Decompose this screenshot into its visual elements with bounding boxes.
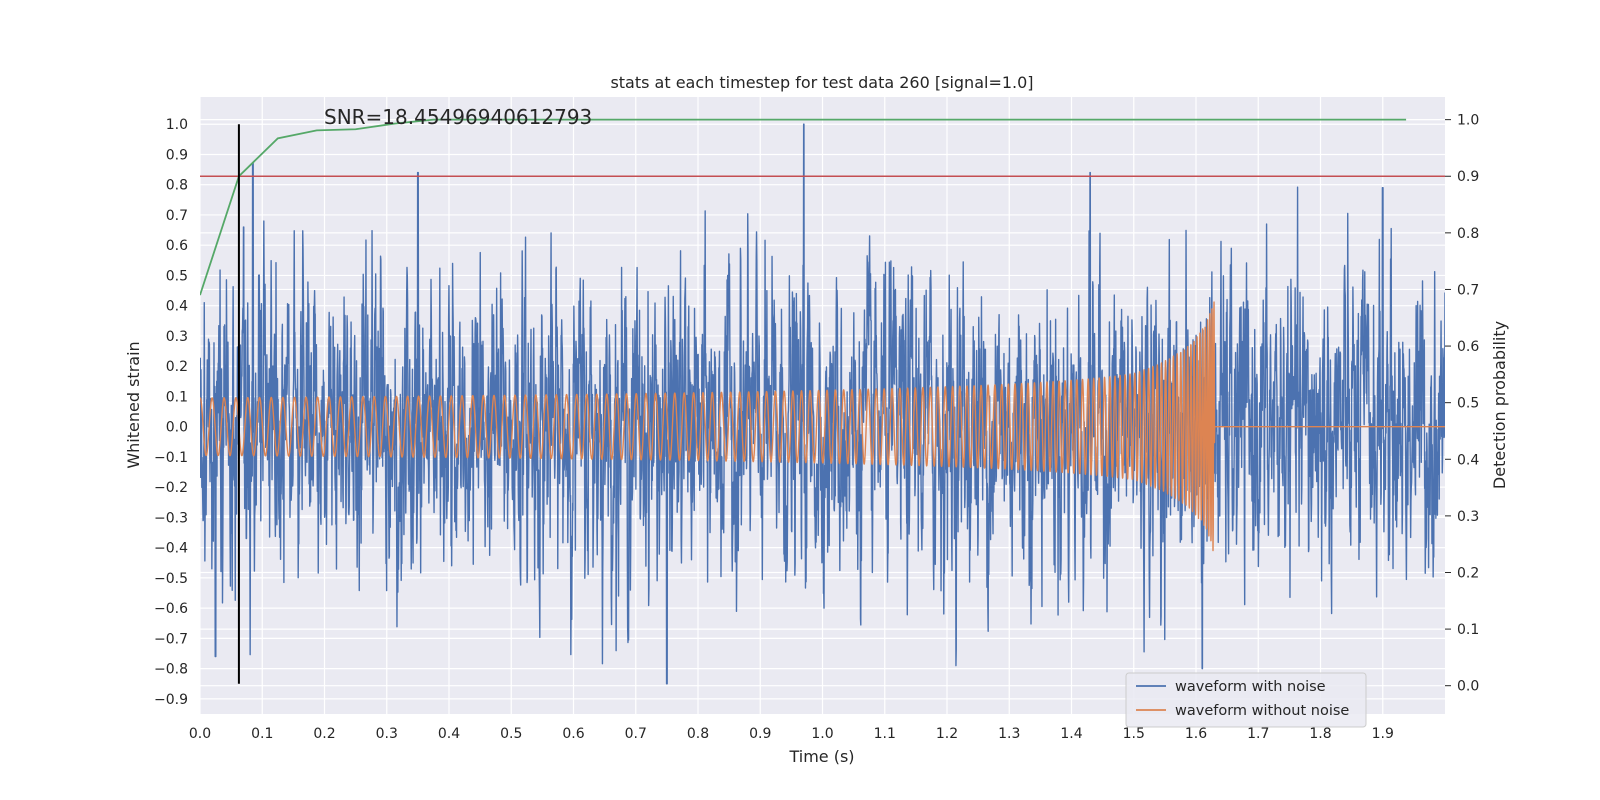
y-tick-label: 0.9 [166,147,188,163]
x-tick-label: 1.5 [1123,726,1145,742]
y-tick-label: −0.3 [154,510,188,526]
legend: waveform with noise waveform without noi… [1125,672,1367,728]
y2-tick-label: 0.8 [1457,226,1479,242]
snr-annotation: SNR=18.45496940612793 [324,105,592,129]
y-tick-label: 0.6 [166,238,188,254]
y-tick-label: −0.8 [154,662,188,678]
y-tick-label: 0.3 [166,329,188,345]
x-tick-label: 1.6 [1185,726,1207,742]
x-tick-label: 0.0 [189,726,211,742]
x-tick-label: 1.8 [1309,726,1331,742]
x-tick-label: 1.4 [1060,726,1082,742]
y-axis-ticks: 1.0 0.9 0.8 0.7 0.6 0.5 0.4 0.3 0.2 0.1 0.0 −0.1 −0.… [154,117,188,708]
x-tick-label: 1.9 [1372,726,1394,742]
y-tick-label: 0.2 [166,359,188,375]
y-tick-label: −0.1 [154,450,188,466]
y-tick-label: −0.6 [154,601,188,617]
y2-tick-label: 0.6 [1457,339,1479,355]
y-tick-label: 0.5 [166,268,188,284]
y2-tick-label: 0.9 [1457,169,1479,185]
x-tick-label: 0.8 [687,726,709,742]
y2-tick-label: 1.0 [1457,113,1479,129]
y-tick-label: 0.0 [166,420,188,436]
x-tick-label: 0.3 [376,726,398,742]
y-tick-label: 0.8 [166,178,188,194]
legend-label-waveform-with-noise: waveform with noise [1175,679,1326,695]
y-tick-label: −0.2 [154,480,188,496]
y-tick-label: 1.0 [166,117,188,133]
x-tick-label: 0.4 [438,726,460,742]
y2-tick-label: 0.4 [1457,452,1479,468]
y2-tick-label: 0.5 [1457,396,1479,412]
y2-tick-label: 0.7 [1457,282,1479,298]
x-tick-label: 0.1 [251,726,273,742]
y-tick-label: −0.5 [154,571,188,587]
series-line-detection-probability [200,118,1407,296]
y2-axis-ticks: 1.0 0.9 0.8 0.7 0.6 0.5 0.4 0.3 0.2 0.1 0.0 [1445,113,1479,695]
y-tick-label: −0.4 [154,541,188,557]
x-tick-label: 1.1 [874,726,896,742]
x-tick-label: 1.3 [998,726,1020,742]
x-axis-ticks: 0.0 0.1 0.2 0.3 0.4 0.5 0.6 0.7 0.8 0.9 1.0 1.1 1.2 1… [189,726,1394,742]
y-tick-label: −0.9 [154,692,188,708]
x-tick-label: 1.0 [811,726,833,742]
x-tick-label: 0.6 [562,726,584,742]
plot-series-group [200,118,1445,685]
chart-title: stats at each timestep for test data 260… [610,73,1033,92]
series-line-waveform-with-noise [200,123,1445,685]
y2-tick-label: 0.2 [1457,565,1479,581]
series-line-waveform-without-noise [200,301,1445,552]
y2-axis-label: Detection probability [1490,321,1509,489]
y-tick-label: −0.7 [154,631,188,647]
x-axis-label: Time (s) [788,747,854,766]
y-tick-label: 0.4 [166,299,188,315]
y-tick-label: 0.1 [166,389,188,405]
x-tick-label: 0.5 [500,726,522,742]
y-tick-label: 0.7 [166,208,188,224]
y2-tick-label: 0.1 [1457,622,1479,638]
legend-box [1125,672,1367,728]
y-axis-label: Whitened strain [124,341,143,468]
x-tick-label: 0.9 [749,726,771,742]
x-tick-label: 1.2 [936,726,958,742]
x-tick-label: 0.7 [625,726,647,742]
y2-tick-label: 0.3 [1457,509,1479,525]
legend-label-waveform-without-noise: waveform without noise [1175,703,1349,719]
x-tick-label: 1.7 [1247,726,1269,742]
y2-tick-label: 0.0 [1457,679,1479,695]
x-tick-label: 0.2 [313,726,335,742]
